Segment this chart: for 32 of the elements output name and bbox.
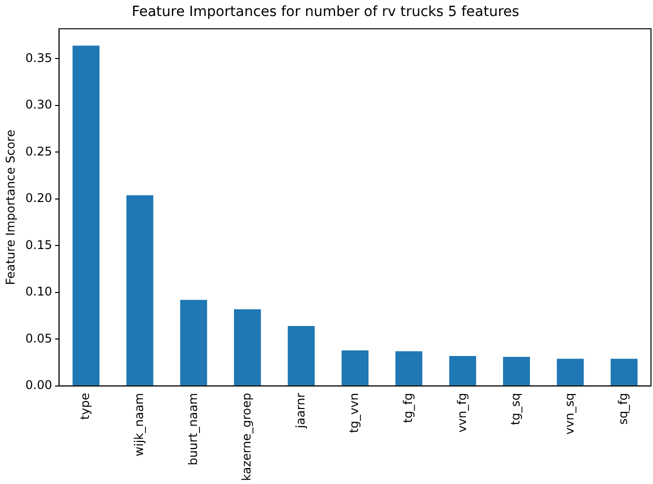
y-tick-label: 0.10 [25, 284, 52, 299]
y-tick-label: 0.15 [25, 238, 52, 252]
x-tick-label: buurt_naam [186, 392, 200, 466]
y-tick-label: 0.20 [25, 191, 52, 206]
x-tick-label: sq_fg [616, 392, 630, 425]
bar [72, 46, 100, 386]
x-tick-label: wijk_naam [132, 392, 146, 456]
y-tick-label: 0.25 [25, 144, 52, 158]
x-tick-label: tg_sq [508, 392, 523, 426]
x-tick-label: kazerne_groep [240, 392, 254, 482]
y-tick-label: 0.30 [25, 98, 52, 112]
bar [126, 195, 154, 386]
x-tick-label: vvn_fg [454, 392, 469, 433]
bar [234, 309, 261, 386]
y-axis-title: Feature Importance Score [3, 130, 18, 286]
y-tick-label: 0.00 [25, 378, 52, 392]
bar [288, 326, 315, 386]
y-tick-label: 0.05 [25, 331, 52, 346]
bar [395, 351, 422, 386]
x-tick-label: jaarnr [293, 392, 308, 430]
x-tick-label: vvn_sq [562, 392, 576, 435]
bar [342, 350, 369, 386]
bar [449, 356, 476, 386]
bar [556, 358, 584, 386]
x-tick-label: tg_vvn [347, 392, 362, 434]
y-tick-label: 0.35 [25, 50, 52, 65]
bar [610, 358, 638, 386]
bar [180, 300, 208, 386]
chart-title: Feature Importances for number of rv trucks 5 features [132, 4, 520, 20]
x-tick-label: tg_fg [400, 392, 415, 424]
bar [503, 356, 530, 386]
x-tick-label: type [78, 392, 92, 420]
